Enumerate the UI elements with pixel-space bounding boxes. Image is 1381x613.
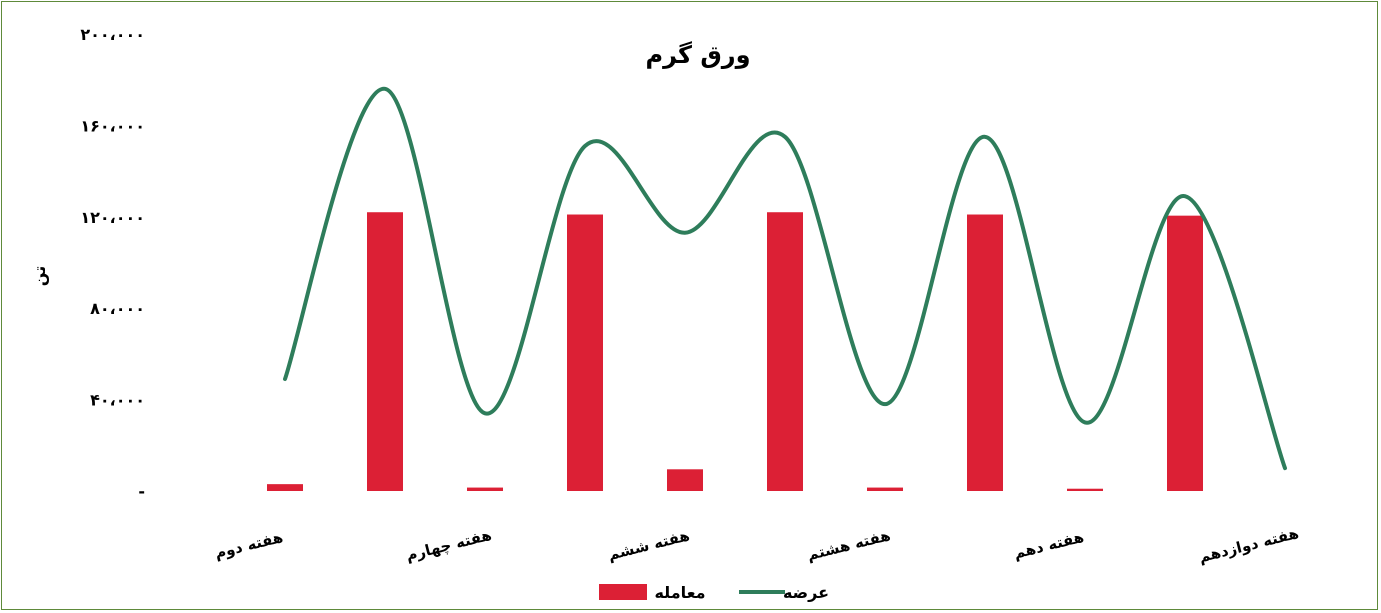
x-tick-label: هفته هشتم xyxy=(805,526,892,564)
y-axis-ticks: - ۴۰،۰۰۰ ۸۰،۰۰۰ ۱۲۰،۰۰۰ ۱۶۰،۰۰۰ ۲۰۰،۰۰۰ xyxy=(80,25,145,501)
bar xyxy=(767,212,803,492)
bar xyxy=(467,487,503,491)
bar xyxy=(567,214,603,491)
y-tick-label: ۴۰،۰۰۰ xyxy=(90,391,145,410)
legend-swatch-trade xyxy=(599,584,647,600)
x-tick-label: هفته دوازدهم xyxy=(1197,524,1301,566)
bar-series xyxy=(267,212,1203,492)
supply-line xyxy=(283,86,1287,471)
bar xyxy=(1167,215,1203,491)
bar xyxy=(967,214,1003,491)
bar xyxy=(1067,488,1103,491)
y-tick-label: ۱۶۰،۰۰۰ xyxy=(80,116,145,135)
bar xyxy=(367,212,403,492)
legend: معامله عرضه xyxy=(599,583,829,602)
legend-label-supply: عرضه xyxy=(783,583,829,602)
bar xyxy=(867,487,903,491)
y-tick-label: ۸۰،۰۰۰ xyxy=(90,299,145,318)
y-tick-label: ۱۲۰،۰۰۰ xyxy=(80,208,145,227)
line-series xyxy=(283,86,1287,471)
x-tick-label: هفته دهم xyxy=(1012,528,1086,563)
x-axis-ticks: هفته دوم هفته چهارم هفته ششم هفته هشتم هفته … xyxy=(213,524,1301,566)
y-tick-label: - xyxy=(138,482,145,501)
x-tick-label: هفته ششم xyxy=(606,526,691,564)
y-tick-label: ۲۰۰،۰۰۰ xyxy=(80,25,145,44)
x-tick-label: هفته چهارم xyxy=(404,526,494,566)
x-tick-label: هفته دوم xyxy=(213,528,285,562)
y-axis-label: تن xyxy=(30,266,49,286)
chart-title: ورق گرم xyxy=(645,41,750,69)
bar xyxy=(267,484,303,491)
legend-label-trade: معامله xyxy=(654,583,705,602)
bar xyxy=(667,469,703,491)
